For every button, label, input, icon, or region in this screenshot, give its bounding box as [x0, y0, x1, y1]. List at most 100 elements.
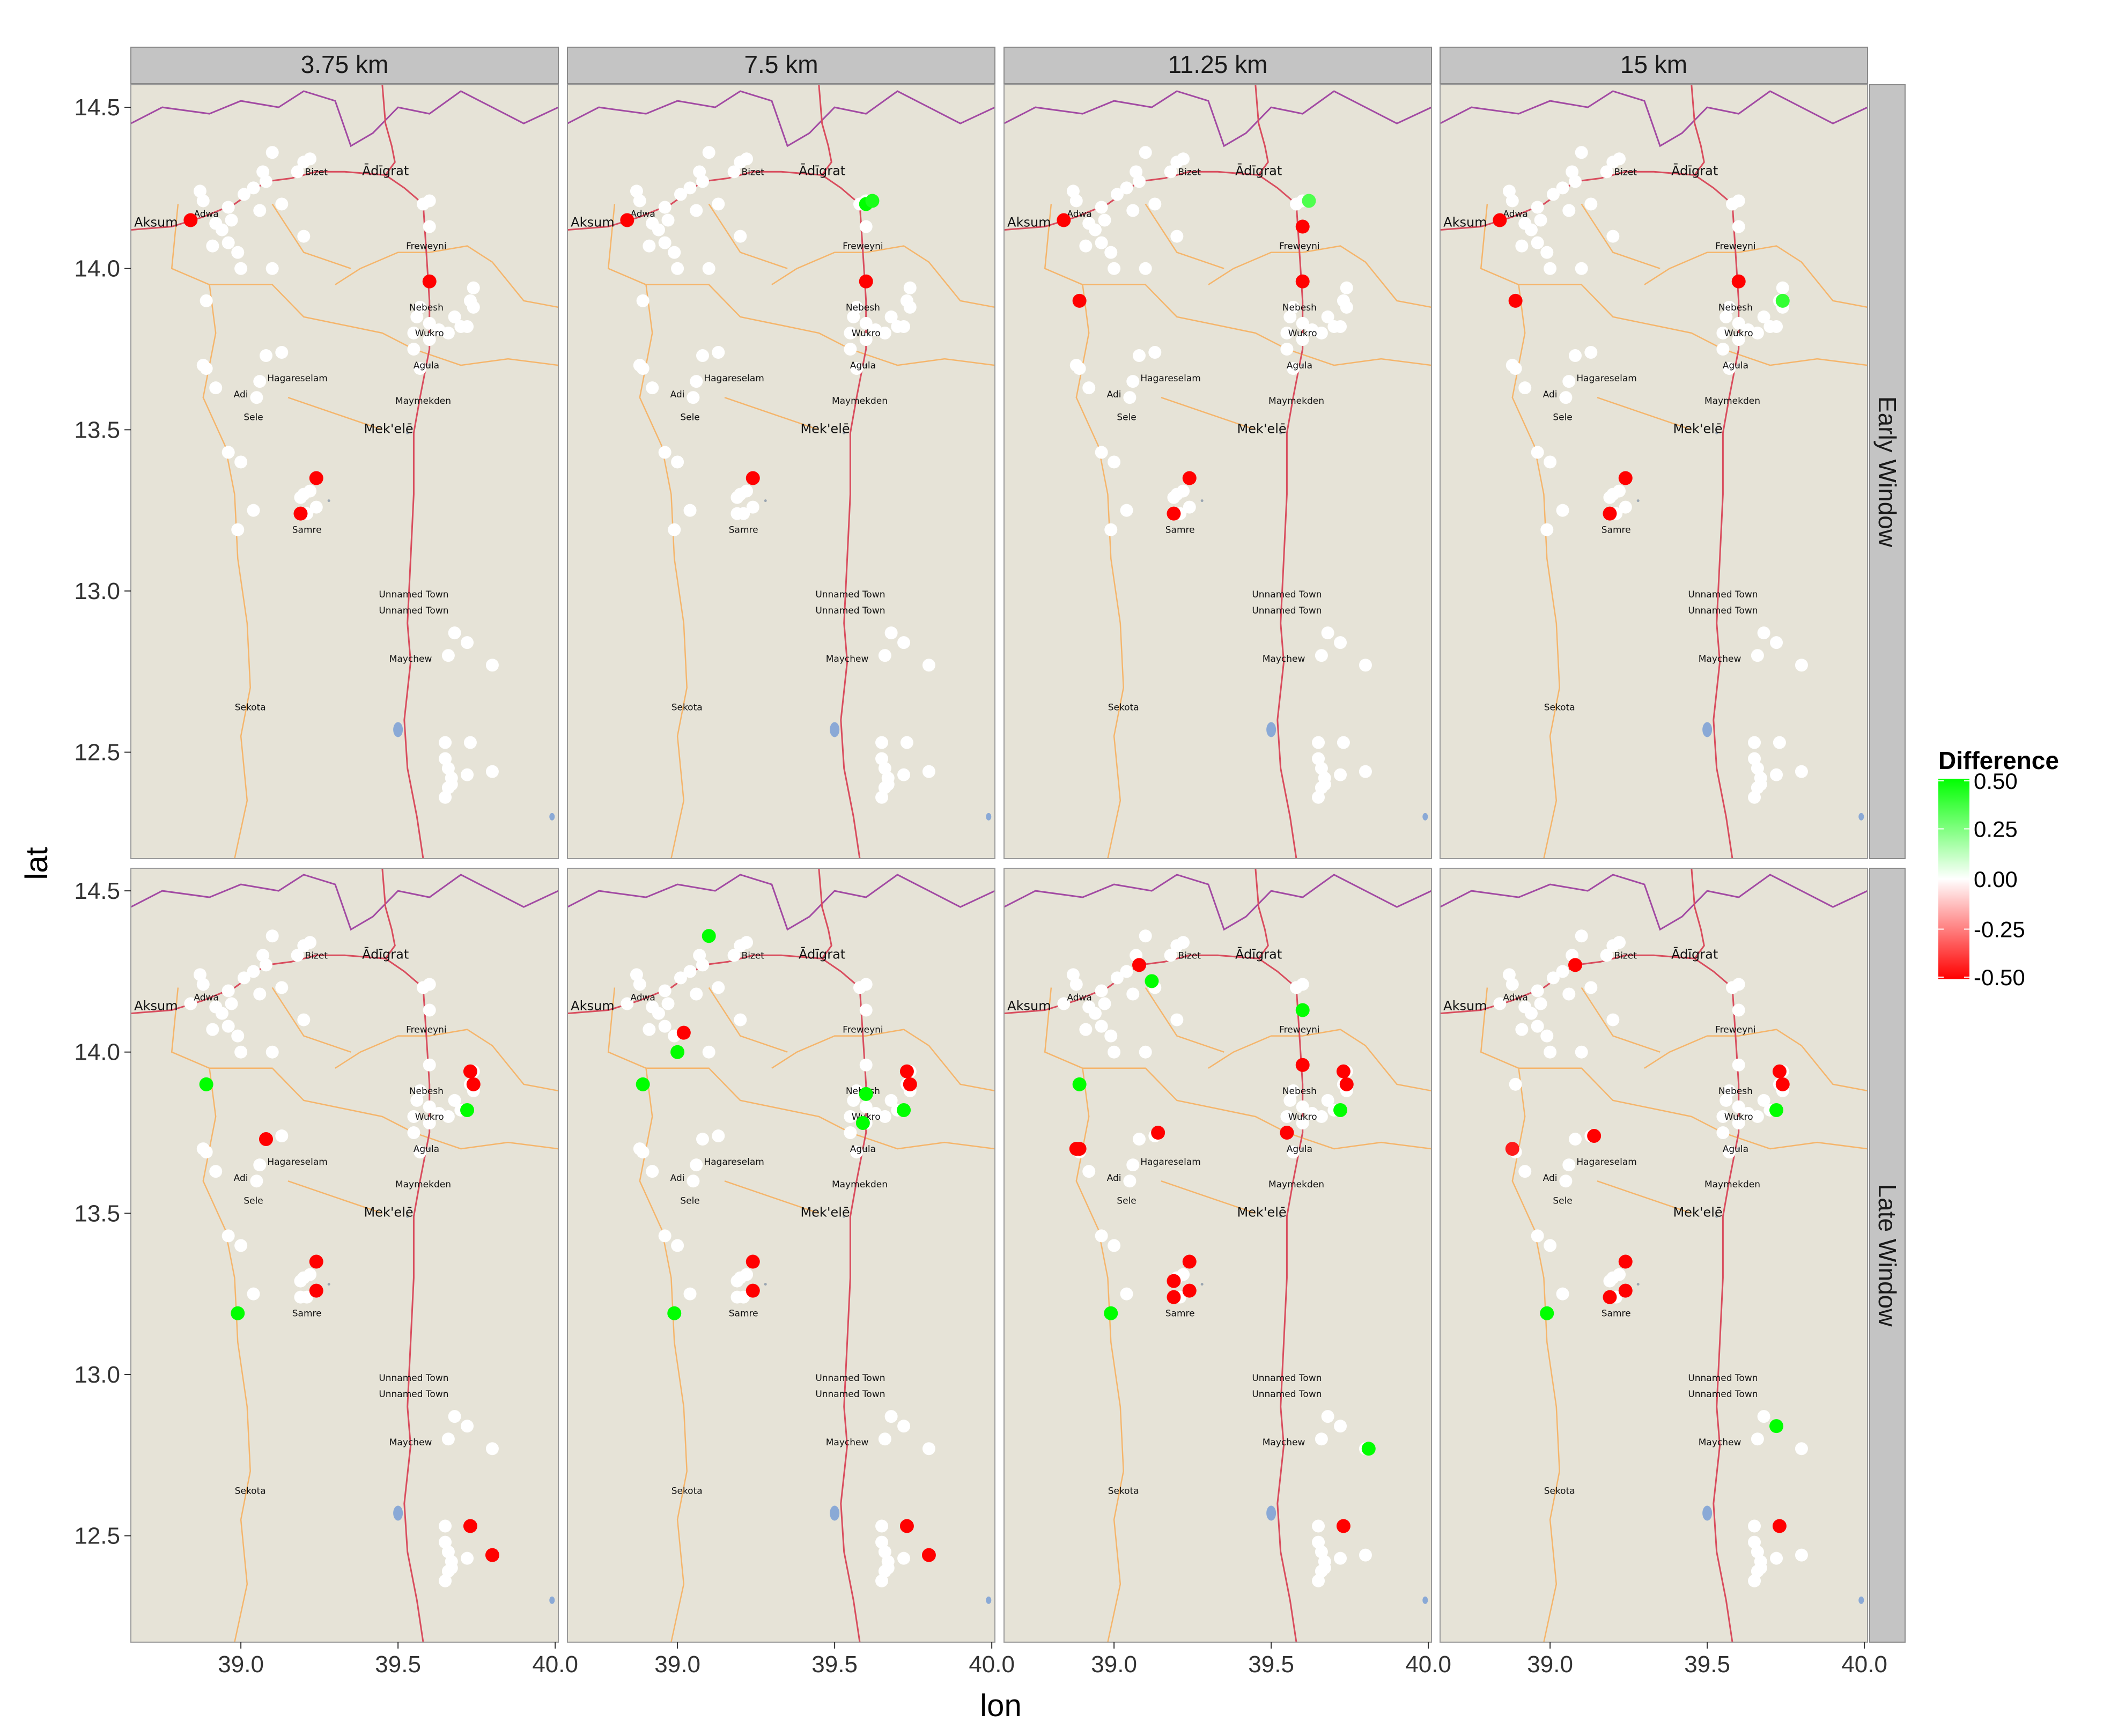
town-label: Bizet [305, 167, 328, 178]
site-point [439, 1574, 452, 1587]
site-point [1082, 1165, 1096, 1178]
site-point [1066, 968, 1080, 981]
map-river [724, 397, 820, 431]
map-river [708, 203, 788, 269]
site-point [702, 1045, 715, 1059]
site-point [1795, 1548, 1808, 1562]
y-tick-label: 13.5 [74, 417, 120, 443]
town-label: Hagareselam [704, 1157, 764, 1168]
site-point [878, 326, 891, 339]
site-point [1502, 184, 1516, 198]
panel-border [1440, 84, 1868, 859]
difference-point [183, 213, 198, 227]
difference-point [1775, 293, 1790, 308]
site-point [410, 1094, 424, 1107]
town-label: Agula [850, 1144, 876, 1155]
town-label: Unnamed Town [1688, 589, 1758, 600]
map-town-marker [1737, 364, 1740, 367]
site-point [1098, 213, 1111, 227]
difference-point [199, 1077, 213, 1091]
site-point [222, 984, 235, 998]
town-label: Unnamed Town [379, 1373, 448, 1384]
town-label: Samre [1602, 525, 1631, 536]
difference-point [460, 1103, 475, 1117]
town-label: Maymekden [832, 396, 888, 407]
site-point [884, 626, 898, 640]
site-point [1334, 636, 1347, 649]
town-label: Nebesh [1718, 1086, 1753, 1097]
site-point [875, 752, 889, 765]
map-town-marker [1301, 1147, 1304, 1150]
difference-point [1182, 1254, 1197, 1269]
site-point [1757, 1094, 1770, 1107]
site-point [1531, 984, 1544, 998]
map-town-marker [1200, 499, 1204, 503]
site-point [1531, 446, 1544, 459]
site-point [847, 310, 860, 323]
y-tick-label: 14.0 [74, 256, 120, 282]
site-point [1493, 997, 1507, 1010]
map-river [646, 284, 995, 366]
site-point [1584, 981, 1598, 994]
panel-border [130, 84, 559, 859]
map-town-marker [327, 499, 330, 503]
site-point [1318, 778, 1331, 791]
site-point [740, 484, 754, 498]
site-point [439, 1519, 452, 1533]
site-point [668, 246, 681, 259]
difference-point [1769, 1419, 1784, 1434]
site-point [275, 197, 289, 211]
town-label: Wukro [1288, 1112, 1317, 1122]
site-point [1148, 197, 1162, 211]
site-point [423, 1116, 436, 1129]
site-point [1359, 765, 1372, 778]
town-label: Samre [1165, 525, 1195, 536]
site-point [1104, 523, 1118, 536]
map-river [1145, 203, 1224, 269]
site-point [740, 936, 754, 949]
site-point [256, 165, 270, 179]
site-point [1751, 762, 1764, 775]
site-point [727, 165, 741, 179]
map-lake [549, 1596, 555, 1604]
site-point [1748, 1535, 1761, 1549]
site-point [423, 333, 436, 346]
town-label: Aksum [134, 215, 178, 230]
site-point [712, 1129, 725, 1143]
difference-point [1182, 1283, 1197, 1298]
town-label: Sele [1117, 1195, 1136, 1206]
map-river [209, 1067, 558, 1150]
town-label: Samre [1165, 1309, 1195, 1319]
site-point [1748, 1519, 1761, 1533]
difference-point [903, 1077, 917, 1091]
column-strip-label: 7.5 km [744, 50, 818, 78]
panel-border [1440, 868, 1868, 1643]
town-label: Maychew [1263, 1437, 1305, 1448]
map-road [381, 868, 431, 1642]
difference-point [422, 274, 437, 289]
site-point [859, 1058, 873, 1072]
difference-point [1336, 1519, 1350, 1533]
town-label: Adi [234, 389, 248, 400]
site-point [1716, 326, 1730, 339]
site-point [414, 1146, 427, 1159]
y-tick-label: 12.5 [74, 1523, 120, 1549]
site-point [1575, 1045, 1588, 1059]
town-label: Sele [243, 412, 263, 423]
site-point [844, 343, 857, 356]
site-point [712, 197, 725, 211]
map-road [1691, 868, 1740, 1642]
site-point [1518, 1165, 1532, 1178]
site-point [891, 320, 904, 333]
town-label: Freweyni [1715, 1025, 1756, 1036]
site-point [746, 500, 759, 514]
panel-background [1440, 85, 1868, 859]
site-point [1748, 736, 1761, 749]
facet-panel: Aksum Adwa Bizet Ādīgrat Freweyni Nebesh Wukro… [1003, 868, 1432, 1643]
site-point [1732, 316, 1745, 330]
site-point [630, 968, 643, 981]
site-point [441, 1545, 455, 1558]
site-point [1515, 239, 1529, 253]
town-label: Samre [292, 1309, 322, 1319]
site-point [1321, 1410, 1334, 1423]
